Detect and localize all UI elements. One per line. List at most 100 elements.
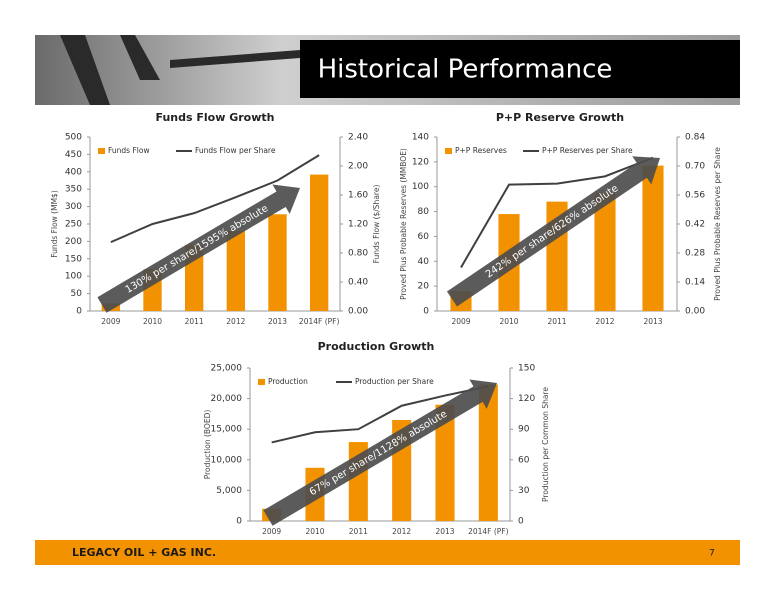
x-tick-label: 2012 bbox=[392, 527, 411, 536]
y-tick-label: 0 bbox=[236, 517, 242, 527]
y2-tick-label: 0.00 bbox=[685, 307, 705, 317]
x-tick-label: 2014F (PF) bbox=[468, 527, 509, 536]
y-tick-label: 5,000 bbox=[216, 486, 242, 496]
y2-axis-label: Funds Flow ($/Share) bbox=[372, 185, 381, 264]
y2-tick-label: 0.56 bbox=[685, 191, 705, 201]
footer-bar bbox=[35, 540, 740, 565]
x-tick-label: 2009 bbox=[262, 527, 281, 536]
y2-tick-label: 2.00 bbox=[348, 162, 368, 172]
legend-label: Funds Flow per Share bbox=[195, 146, 276, 155]
y-tick-label: 200 bbox=[65, 237, 82, 247]
x-tick-label: 2013 bbox=[435, 527, 454, 536]
bar bbox=[478, 384, 498, 521]
y-tick-label: 80 bbox=[418, 207, 430, 217]
y-tick-label: 60 bbox=[418, 232, 430, 242]
y2-tick-label: 0.00 bbox=[348, 307, 368, 317]
y2-tick-label: 0.14 bbox=[685, 278, 705, 288]
y-axis-label: Proved Plus Probable Reserves (MMBOE) bbox=[399, 148, 408, 300]
line bbox=[460, 156, 654, 269]
y2-tick-label: 0.70 bbox=[685, 162, 705, 172]
y2-tick-label: 150 bbox=[518, 364, 535, 374]
y-tick-label: 50 bbox=[71, 289, 83, 299]
y-tick-label: 500 bbox=[65, 133, 82, 143]
trend-arrow: 67% per share/1128% absolute bbox=[263, 379, 498, 526]
arrow-shape bbox=[263, 379, 498, 526]
y2-tick-label: 2.40 bbox=[348, 133, 368, 143]
y2-tick-label: 120 bbox=[518, 394, 535, 404]
y2-tick-label: 0.42 bbox=[685, 220, 705, 230]
header-image-shapes bbox=[60, 35, 300, 105]
line bbox=[110, 154, 320, 244]
y-tick-label: 10,000 bbox=[211, 455, 243, 465]
x-tick-label: 2011 bbox=[547, 317, 566, 326]
y2-axis-label: Production per Common Share bbox=[541, 387, 550, 502]
legend-swatch bbox=[445, 148, 452, 154]
x-tick-label: 2011 bbox=[349, 527, 368, 536]
y-tick-label: 120 bbox=[412, 157, 429, 167]
bar bbox=[310, 174, 329, 311]
legend-label: Funds Flow bbox=[108, 146, 150, 155]
slide-title: Historical Performance bbox=[318, 55, 613, 85]
bar bbox=[594, 192, 616, 311]
legend-swatch bbox=[98, 148, 105, 154]
y2-tick-label: 90 bbox=[518, 425, 530, 435]
page-number: 7 bbox=[709, 549, 715, 559]
y-tick-label: 25,000 bbox=[211, 364, 243, 374]
x-tick-label: 2009 bbox=[451, 317, 470, 326]
y2-tick-label: 60 bbox=[518, 455, 530, 465]
y2-tick-label: 0.80 bbox=[348, 249, 368, 259]
chart-title: P+P Reserve Growth bbox=[496, 111, 624, 124]
y2-tick-label: 30 bbox=[518, 486, 530, 496]
y2-tick-label: 0.28 bbox=[685, 249, 705, 259]
x-tick-label: 2014F (PF) bbox=[299, 317, 340, 326]
title-box bbox=[300, 40, 740, 98]
y-tick-label: 450 bbox=[65, 150, 82, 160]
x-tick-label: 2010 bbox=[143, 317, 162, 326]
y-tick-label: 250 bbox=[65, 220, 82, 230]
legend-label: Production per Share bbox=[355, 377, 434, 386]
y-tick-label: 100 bbox=[412, 182, 429, 192]
chart-title: Production Growth bbox=[318, 340, 435, 353]
y2-tick-label: 0.84 bbox=[685, 133, 705, 143]
arrow-shape bbox=[446, 156, 660, 307]
arrow-shape bbox=[97, 184, 301, 313]
bar bbox=[268, 214, 287, 311]
legend-swatch bbox=[258, 379, 265, 385]
bar bbox=[642, 165, 664, 311]
x-tick-label: 2010 bbox=[305, 527, 324, 536]
bar bbox=[226, 230, 245, 311]
y-tick-label: 20 bbox=[418, 282, 430, 292]
x-tick-label: 2012 bbox=[226, 317, 245, 326]
line bbox=[271, 385, 489, 444]
y-tick-label: 150 bbox=[65, 254, 82, 264]
y-axis-label: Production (BOED) bbox=[203, 410, 212, 480]
y-tick-label: 0 bbox=[423, 307, 429, 317]
y-tick-label: 15,000 bbox=[211, 425, 243, 435]
y2-axis-label: Proved Plus Probable Reserves per Share bbox=[713, 147, 722, 301]
y2-tick-label: 1.60 bbox=[348, 191, 368, 201]
y-tick-label: 20,000 bbox=[211, 394, 243, 404]
y-tick-label: 100 bbox=[65, 272, 82, 282]
x-tick-label: 2013 bbox=[268, 317, 287, 326]
y-tick-label: 350 bbox=[65, 185, 82, 195]
legend-label: P+P Reserves per Share bbox=[542, 146, 633, 155]
y2-tick-label: 0.40 bbox=[348, 278, 368, 288]
legend-label: Production bbox=[268, 377, 308, 386]
x-tick-label: 2012 bbox=[595, 317, 614, 326]
legend-label: P+P Reserves bbox=[455, 146, 507, 155]
y-tick-label: 40 bbox=[418, 257, 430, 267]
footer-company: LEGACY OIL + GAS INC. bbox=[72, 546, 216, 559]
x-tick-label: 2011 bbox=[185, 317, 204, 326]
y-tick-label: 140 bbox=[412, 133, 429, 143]
y-tick-label: 0 bbox=[76, 307, 82, 317]
y-tick-label: 300 bbox=[65, 202, 82, 212]
bar bbox=[435, 404, 455, 521]
y-axis-label: Funds Flow (MM$) bbox=[50, 190, 59, 258]
y2-tick-label: 1.20 bbox=[348, 220, 368, 230]
x-tick-label: 2013 bbox=[643, 317, 662, 326]
y-tick-label: 400 bbox=[65, 167, 82, 177]
annotation: 67% per share/1128% absolute bbox=[308, 409, 449, 498]
y2-tick-label: 0 bbox=[518, 517, 524, 527]
x-tick-label: 2009 bbox=[101, 317, 120, 326]
